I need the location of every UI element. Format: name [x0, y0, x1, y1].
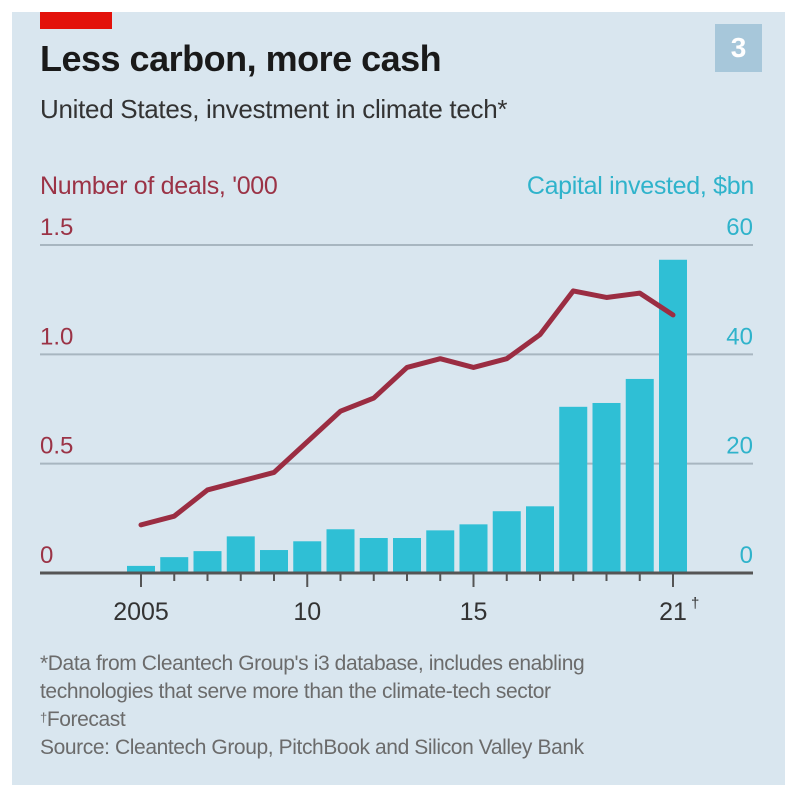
footnote-forecast: †Forecast	[40, 706, 584, 734]
bar-2021	[659, 259, 687, 573]
x-tick-label: 2005	[113, 598, 169, 626]
left-tick-label: 0	[40, 542, 53, 569]
left-tick-label: 0.5	[40, 433, 73, 460]
left-tick-label: 1.0	[40, 323, 73, 350]
bar-2010	[293, 541, 322, 573]
chart-number-badge: 3	[715, 24, 762, 72]
bar-2017	[526, 506, 554, 573]
chart-panel	[12, 12, 785, 785]
x-tick-label: 21	[659, 598, 687, 626]
bar-2005	[127, 565, 155, 573]
bar-2016	[492, 511, 521, 573]
bar-2020	[625, 378, 654, 573]
footnote-line-1: *Data from Cleantech Group's i3 database…	[40, 652, 585, 675]
bar-2013	[393, 538, 421, 573]
chart-notes: *Data from Cleantech Group's i3 database…	[40, 650, 585, 762]
bar-2019	[592, 402, 621, 573]
forecast-text: Forecast	[46, 708, 126, 731]
dagger-mark: †	[40, 710, 47, 725]
forecast-dagger: †	[691, 595, 699, 612]
right-tick-label: 0	[740, 542, 753, 569]
bar-2006	[160, 557, 189, 573]
left-axis-label: Number of deals, '000	[40, 172, 278, 200]
bar-2008	[226, 536, 255, 573]
bar-2014	[426, 530, 455, 573]
bar-2007	[193, 551, 222, 573]
brand-red-bar	[40, 12, 112, 29]
right-axis-label: Capital invested, $bn	[526, 172, 754, 200]
chart-subtitle: United States, investment in climate tec…	[40, 94, 508, 124]
bar-2015	[459, 524, 488, 573]
bar-2011	[326, 529, 355, 573]
bar-2012	[359, 538, 388, 573]
right-tick-label: 60	[726, 214, 753, 241]
bar-2009	[260, 550, 288, 573]
bar-2018	[559, 406, 588, 573]
x-tick-label: 15	[460, 598, 488, 626]
footnote-line-2: technologies that serve more than the cl…	[40, 680, 551, 703]
chart-title: Less carbon, more cash	[40, 38, 442, 79]
source-line: Source: Cleantech Group, PitchBook and S…	[40, 736, 584, 759]
right-tick-label: 40	[726, 323, 753, 350]
left-tick-label: 1.5	[40, 214, 73, 241]
right-tick-label: 20	[726, 433, 753, 460]
x-tick-label: 10	[293, 598, 321, 626]
